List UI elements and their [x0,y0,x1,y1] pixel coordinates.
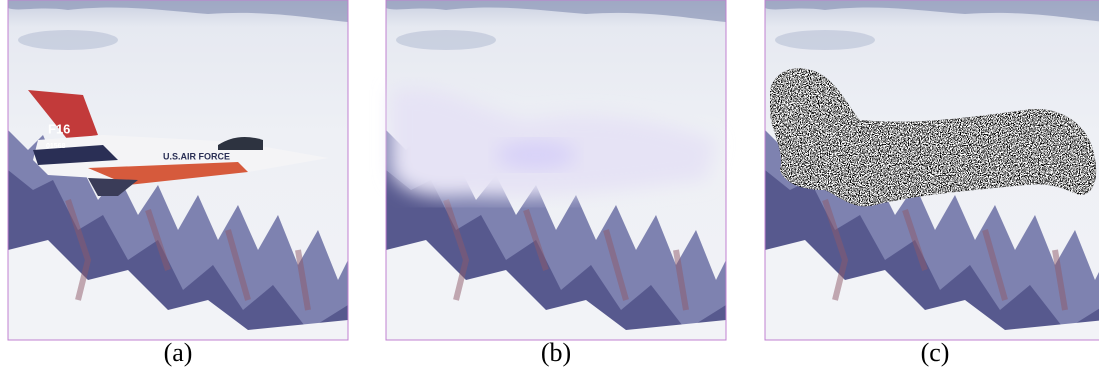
figure: F16 01568 U.S.AIR FORCE (a) (b) (c) [0,0,1099,383]
fuselage-marking: U.S.AIR FORCE [163,151,230,161]
caption: (a) [164,338,193,367]
caption: (c) [921,338,950,367]
caption: (b) [541,338,571,367]
tail-marking: F16 [48,121,70,136]
panel-c [765,0,1099,340]
panel-a: F16 01568 U.S.AIR FORCE [8,0,348,340]
page: F16 01568 U.S.AIR FORCE (a) (b) (c) (() … [0,0,1099,383]
serial-marking: 01568 [46,143,66,150]
panel-b [386,0,726,340]
